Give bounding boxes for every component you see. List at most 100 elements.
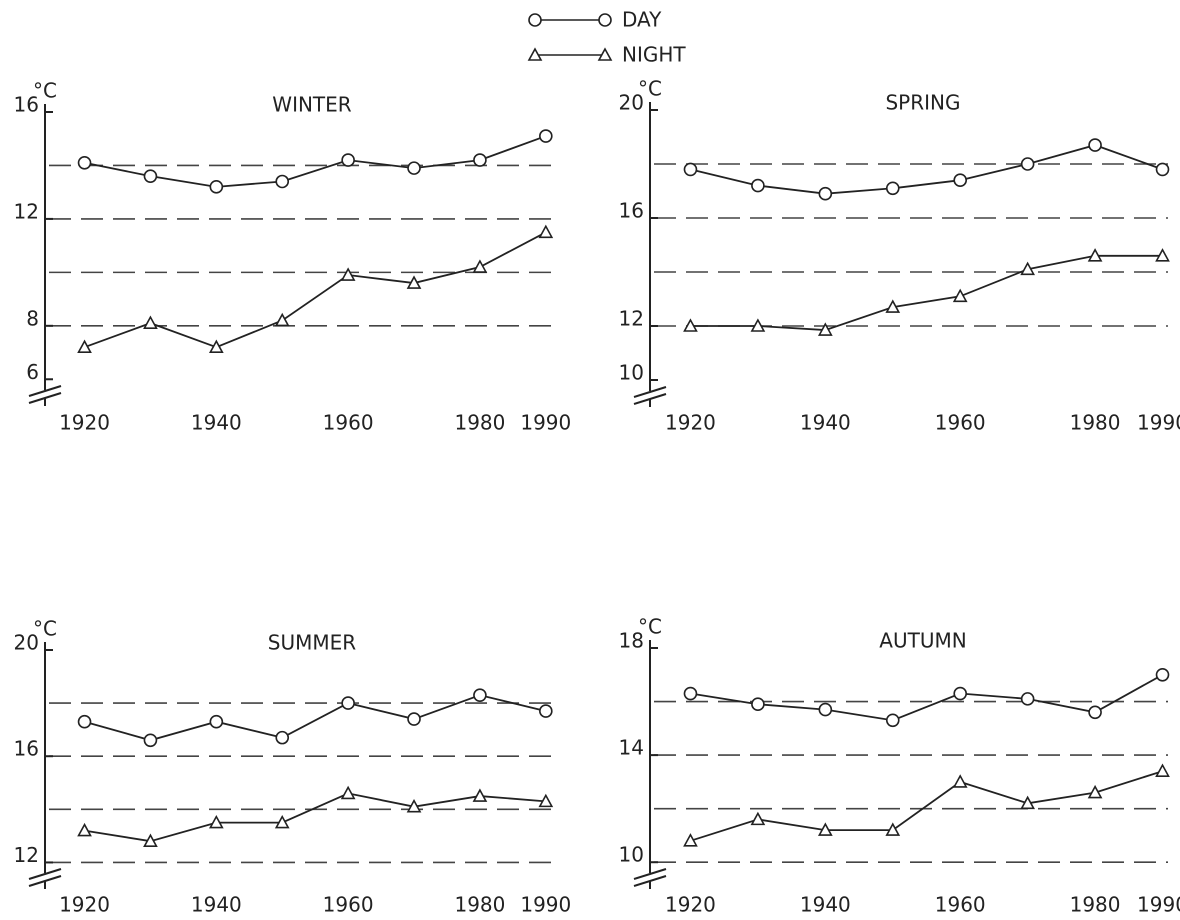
legend-marker xyxy=(528,13,542,27)
triangle-marker xyxy=(340,267,356,281)
x-tick-label: 1990 xyxy=(1137,411,1180,435)
triangle-marker xyxy=(208,339,224,354)
series-line xyxy=(84,792,546,843)
circle-marker xyxy=(885,713,900,728)
triangle-marker xyxy=(274,814,290,829)
circle-marker xyxy=(143,733,158,748)
circle-marker xyxy=(818,186,833,201)
circle-marker xyxy=(1020,157,1035,171)
triangle-marker xyxy=(274,312,290,327)
series-line xyxy=(690,673,1163,722)
circle-marker xyxy=(683,686,698,701)
triangle-marker xyxy=(1155,763,1170,777)
series-line xyxy=(690,254,1163,331)
triangle-marker xyxy=(77,339,92,354)
y-tick-label: 20 xyxy=(14,631,39,655)
y-tick-label: 16 xyxy=(619,199,644,223)
y-tick-label: 16 xyxy=(14,737,39,761)
x-tick-label: 1980 xyxy=(454,411,505,435)
circle-marker xyxy=(751,697,765,712)
axis-break xyxy=(633,386,667,398)
circle-marker xyxy=(209,180,224,194)
triangle-marker xyxy=(952,774,968,788)
y-tick-label: 12 xyxy=(619,307,644,331)
circle-marker xyxy=(1155,162,1170,177)
x-tick-label: 1980 xyxy=(1070,411,1121,435)
y-tick-label: 8 xyxy=(26,306,39,330)
x-tick-label: 1920 xyxy=(59,411,110,435)
triangle-marker xyxy=(208,814,224,829)
series-line xyxy=(84,694,547,742)
y-unit: °C xyxy=(33,617,57,641)
x-tick-label: 1960 xyxy=(323,411,374,435)
y-tick-label: 18 xyxy=(619,629,644,653)
x-tick-label: 1940 xyxy=(191,893,242,917)
triangle-marker xyxy=(1087,248,1103,262)
circle-marker xyxy=(275,730,290,745)
circle-marker xyxy=(885,181,900,196)
series-line xyxy=(690,144,1163,195)
x-tick-label: 1980 xyxy=(454,893,505,917)
circle-marker xyxy=(407,712,421,726)
y-tick-label: 12 xyxy=(14,199,39,223)
y-tick-label: 6 xyxy=(26,360,39,384)
x-tick-label: 1960 xyxy=(323,893,374,917)
x-tick-label: 1920 xyxy=(665,893,716,917)
triangle-marker xyxy=(406,275,422,289)
circle-marker xyxy=(1088,138,1102,152)
circle-marker xyxy=(143,169,158,183)
circle-marker xyxy=(77,714,92,729)
axis-break xyxy=(633,875,667,887)
triangle-marker xyxy=(817,322,833,336)
circle-marker xyxy=(1088,705,1102,720)
series-line xyxy=(84,231,547,349)
triangle-marker xyxy=(750,318,766,332)
chart-title: SUMMER xyxy=(268,631,356,655)
triangle-marker xyxy=(1155,248,1170,262)
y-tick-label: 12 xyxy=(14,843,39,867)
triangle-marker xyxy=(340,785,356,800)
triangle-marker xyxy=(1087,784,1103,799)
triangle-marker xyxy=(472,788,488,802)
axis-break xyxy=(633,868,667,880)
circle-marker xyxy=(473,153,487,167)
triangle-marker xyxy=(750,811,766,826)
x-tick-label: 1980 xyxy=(1070,893,1121,917)
chart-title: WINTER xyxy=(272,93,351,117)
axis-break xyxy=(28,875,62,887)
series-line xyxy=(84,135,547,188)
circle-marker xyxy=(275,174,290,189)
triangle-marker xyxy=(538,793,554,808)
triangle-marker xyxy=(77,822,92,837)
x-tick-label: 1960 xyxy=(935,411,986,435)
x-tick-label: 1920 xyxy=(59,893,110,917)
axis-break xyxy=(28,868,62,880)
triangle-marker xyxy=(406,799,422,813)
triangle-marker xyxy=(1020,261,1035,276)
circle-marker xyxy=(341,696,355,710)
y-unit: °C xyxy=(638,77,662,101)
axis-break xyxy=(28,385,62,397)
y-unit: °C xyxy=(638,615,662,639)
chart-title: AUTUMN xyxy=(879,629,966,653)
triangle-marker xyxy=(538,224,554,239)
triangle-marker xyxy=(143,833,158,848)
legend-marker xyxy=(527,47,543,61)
legend-marker xyxy=(597,47,613,61)
circle-marker xyxy=(473,688,487,702)
y-tick-label: 20 xyxy=(619,91,644,115)
triangle-marker xyxy=(683,833,698,847)
triangle-marker xyxy=(472,259,488,273)
circle-marker xyxy=(539,704,553,718)
y-tick-label: 16 xyxy=(14,93,39,117)
x-tick-label: 1940 xyxy=(800,893,851,917)
circle-marker xyxy=(407,161,421,175)
axis-break xyxy=(633,393,667,405)
axis-break xyxy=(28,392,62,404)
triangle-marker xyxy=(817,822,833,836)
x-tick-label: 1990 xyxy=(520,893,571,917)
circle-marker xyxy=(539,129,553,143)
circle-marker xyxy=(77,155,92,170)
